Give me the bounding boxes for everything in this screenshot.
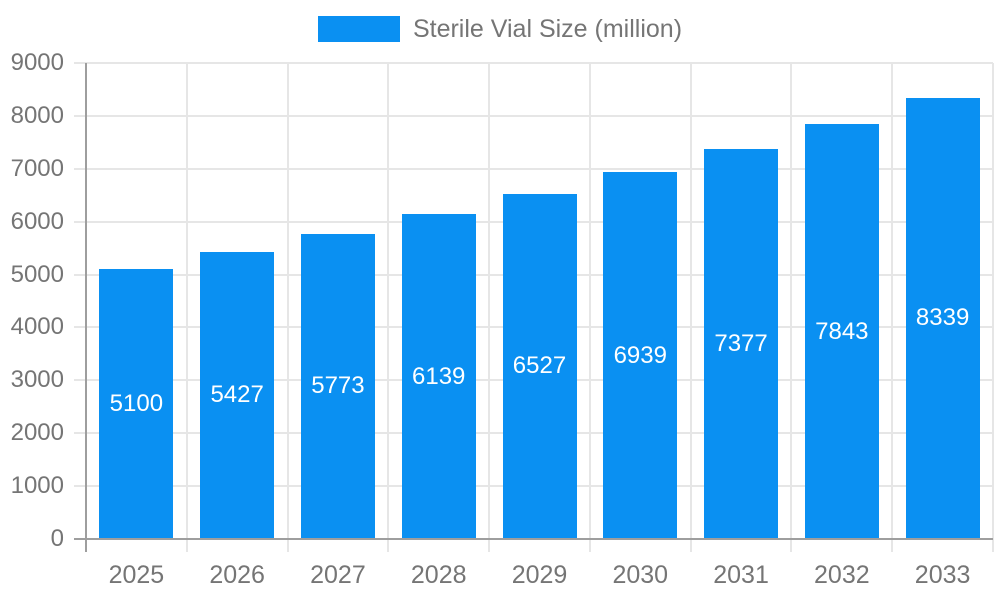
bar-value-label: 8339 [915,304,970,332]
y-tick-label: 3000 [10,366,64,394]
x-axis-line [74,538,993,540]
v-gridline [891,63,894,552]
y-tick-label: 7000 [10,154,64,182]
bar-2028[interactable]: 6139 [401,214,476,539]
bar-value-label: 7843 [815,317,869,345]
x-tick-label: 2029 [511,561,568,589]
y-tick-label: 0 [50,525,64,552]
h-gridline [74,167,993,170]
y-tick-label: 4000 [10,313,64,341]
v-gridline [488,63,491,552]
h-gridline [74,114,993,117]
v-gridline [286,63,289,552]
y-tick-label: 9000 [10,49,64,76]
bar-value-label: 5773 [311,372,365,400]
x-tick-label: 2028 [410,561,467,589]
y-tick-label: 5000 [10,260,64,288]
y-tick-label: 1000 [10,472,64,500]
y-tick-label: 6000 [10,207,64,235]
bar-2033[interactable]: 8339 [905,97,980,539]
bar-2031[interactable]: 7377 [704,148,779,539]
h-gridline [74,62,993,64]
x-tick-label: 2026 [209,561,265,589]
v-gridline [992,63,994,552]
bar-2027[interactable]: 5773 [300,233,375,539]
v-gridline [588,63,591,552]
bar-2030[interactable]: 6939 [603,172,678,539]
x-tick-label: 2027 [310,561,366,589]
legend-item[interactable]: Sterile Vial Size (million) [0,14,1000,44]
x-tick-label: 2033 [914,561,971,589]
v-gridline [790,63,793,552]
bar-value-label: 6139 [412,362,466,390]
legend-label: Sterile Vial Size (million) [412,15,683,43]
plot-area: 9000 8000 7000 6000 5000 4000 3000 2000 1000 0 510… [11,49,994,589]
v-gridline [185,63,188,552]
bar-value-label: 5427 [210,381,264,409]
y-tick-label: 8000 [10,101,64,129]
bar-value-label: 6939 [613,341,667,369]
bar-2029[interactable]: 6527 [502,193,577,539]
bar-value-label: 5100 [109,390,164,418]
v-gridline [387,63,390,552]
x-tick-label: 2032 [814,561,870,589]
bar-2032[interactable]: 7843 [804,124,879,539]
bar-value-label: 7377 [714,329,768,357]
bar-2026[interactable]: 5427 [200,251,275,539]
x-tick-label: 2031 [713,561,769,589]
bar-value-label: 6527 [512,352,567,380]
y-axis-line [85,63,87,552]
x-tick-label: 2030 [612,561,669,589]
legend-swatch [317,16,400,42]
bar-2025[interactable]: 5100 [99,269,174,539]
y-tick-label: 2000 [10,419,64,447]
v-gridline [689,63,692,552]
x-tick-label: 2025 [108,561,165,589]
